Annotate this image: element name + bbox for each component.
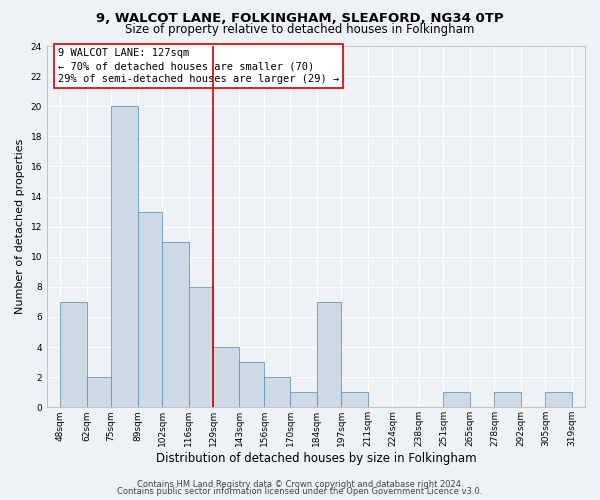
Bar xyxy=(290,392,317,407)
Bar xyxy=(239,362,264,408)
Bar xyxy=(494,392,521,407)
Text: 9, WALCOT LANE, FOLKINGHAM, SLEAFORD, NG34 0TP: 9, WALCOT LANE, FOLKINGHAM, SLEAFORD, NG… xyxy=(96,12,504,26)
Bar xyxy=(162,242,188,408)
Bar xyxy=(317,302,341,408)
X-axis label: Distribution of detached houses by size in Folkingham: Distribution of detached houses by size … xyxy=(155,452,476,465)
Text: Contains HM Land Registry data © Crown copyright and database right 2024.: Contains HM Land Registry data © Crown c… xyxy=(137,480,463,489)
Bar xyxy=(443,392,470,407)
Bar xyxy=(341,392,368,407)
Text: 9 WALCOT LANE: 127sqm
← 70% of detached houses are smaller (70)
29% of semi-deta: 9 WALCOT LANE: 127sqm ← 70% of detached … xyxy=(58,48,339,84)
Bar xyxy=(137,212,162,408)
Bar xyxy=(86,377,111,408)
Y-axis label: Number of detached properties: Number of detached properties xyxy=(15,139,25,314)
Text: Contains public sector information licensed under the Open Government Licence v3: Contains public sector information licen… xyxy=(118,487,482,496)
Bar xyxy=(60,302,86,408)
Text: Size of property relative to detached houses in Folkingham: Size of property relative to detached ho… xyxy=(125,22,475,36)
Bar xyxy=(111,106,137,408)
Bar xyxy=(264,377,290,408)
Bar xyxy=(188,287,213,408)
Bar xyxy=(545,392,572,407)
Bar xyxy=(213,347,239,408)
